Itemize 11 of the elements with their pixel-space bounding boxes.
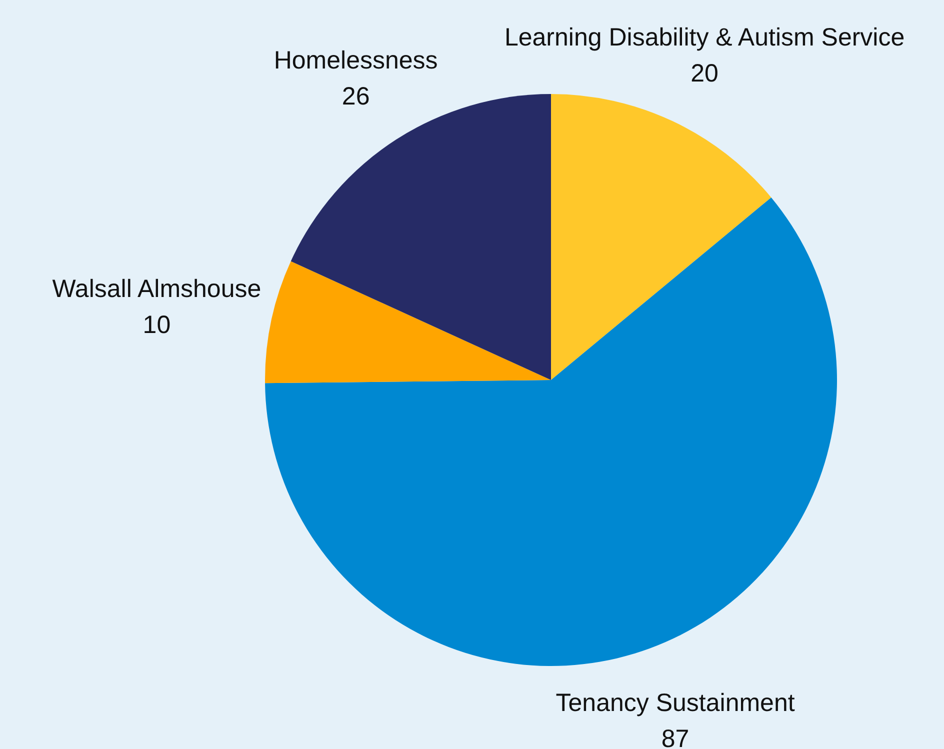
data-label: 26 [342,82,370,110]
data-label: 10 [142,311,171,340]
slice-label: Tenancy Sustainment [556,688,795,717]
data-label: 20 [690,59,718,88]
slice-label: Learning Disability & Autism Service [504,23,905,52]
pie-slice [265,261,551,384]
slice-label: Walsall Almshouse [52,275,262,304]
pie-slice [551,94,772,380]
slice-label: Homelessness [274,46,438,74]
data-label: 87 [661,724,690,749]
pie-slice [265,198,837,666]
